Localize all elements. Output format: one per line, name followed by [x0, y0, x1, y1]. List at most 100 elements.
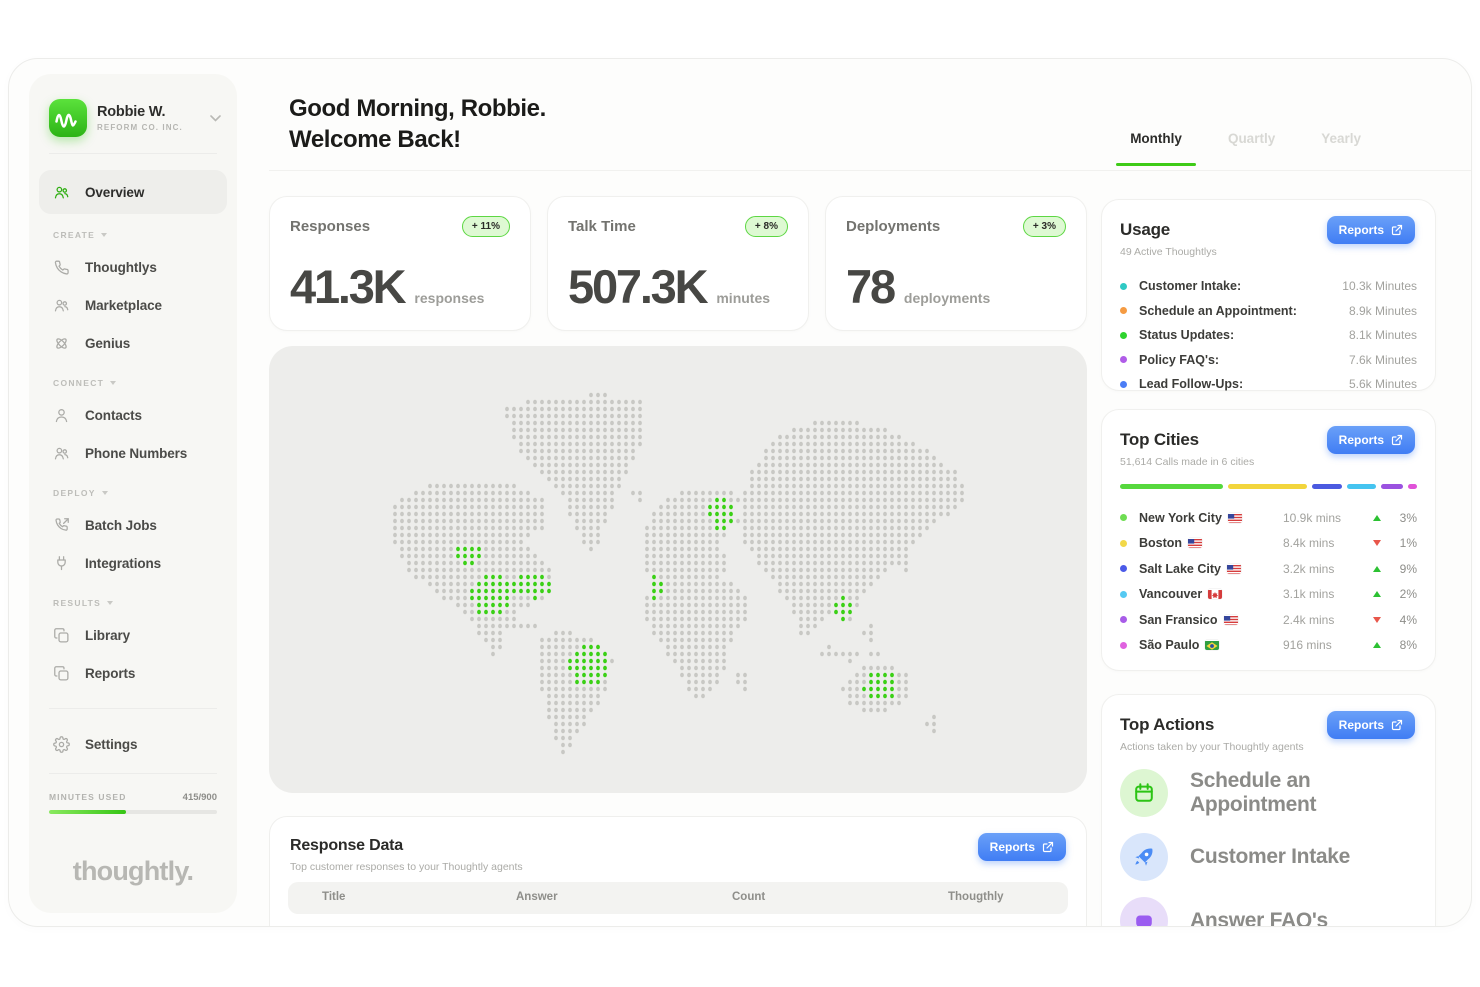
usage-reports-button[interactable]: Reports	[1326, 216, 1415, 244]
city-change-percent: 4%	[1399, 612, 1417, 627]
flag-icon-us	[1188, 538, 1203, 549]
sidebar-item-batch-jobs[interactable]: Batch Jobs	[45, 506, 221, 544]
header-divider	[269, 170, 1471, 171]
stat-unit: responses	[414, 290, 485, 306]
section-label-connect[interactable]: CONNECT	[29, 378, 237, 388]
rocket-icon	[1120, 833, 1168, 881]
external-link-icon	[1391, 434, 1403, 446]
sidebar-item-phone-numbers[interactable]: Phone Numbers	[45, 434, 221, 472]
sidebar-item-reports[interactable]: Reports	[45, 654, 221, 692]
action-label: Customer Intake	[1190, 845, 1351, 868]
action-row-schedule-an-appointment[interactable]: Schedule an Appointment	[1120, 769, 1417, 817]
section-label-create[interactable]: CREATE	[29, 230, 237, 240]
minutes-progress-bar	[49, 810, 217, 814]
sidebar-nav: Overview CREATE Thoughtlys Marketplace Geniu…	[29, 170, 237, 692]
stat-title: Deployments	[846, 218, 941, 235]
tab-yearly[interactable]: Yearly	[1321, 131, 1361, 146]
response-data-card: Response Data Top customer responses to …	[269, 816, 1087, 926]
sidebar-item-settings[interactable]: Settings	[45, 725, 221, 763]
stat-title: Talk Time	[568, 218, 636, 235]
response-data-reports-button[interactable]: Reports	[977, 833, 1066, 861]
stats-row: Responses + 11% 41.3K responses Talk Time + 8…	[269, 196, 1087, 331]
usage-label: Policy FAQ's:	[1139, 352, 1220, 367]
app-window: Robbie W. REFORM CO. INC. Overview CREATE…	[8, 58, 1472, 927]
top-actions-reports-button[interactable]: Reports	[1326, 711, 1415, 739]
change-badge: + 8%	[744, 216, 788, 237]
chevron-down-icon	[210, 114, 221, 122]
usage-label: Schedule an Appointment:	[1139, 303, 1297, 318]
chevron-down-icon	[101, 233, 108, 237]
phone-icon	[53, 258, 71, 276]
sidebar-item-overview[interactable]: Overview	[39, 170, 227, 214]
stat-title: Responses	[290, 218, 371, 235]
city-row-salt-lake-city: Salt Lake City 3.2k mins 9%	[1120, 556, 1417, 582]
divider	[49, 153, 217, 154]
city-change-percent: 8%	[1399, 638, 1417, 653]
city-change-percent: 2%	[1399, 587, 1417, 602]
thoughtly-wordmark: thoughtly.	[72, 856, 194, 886]
response-data-title: Response Data	[290, 837, 403, 854]
city-minutes: 8.4k mins	[1283, 536, 1335, 551]
chevron-down-icon	[107, 601, 114, 605]
city-dot	[1120, 565, 1127, 573]
city-name: New York City	[1139, 511, 1242, 525]
tab-monthly[interactable]: Monthly	[1116, 131, 1196, 166]
usage-label: Status Updates:	[1139, 328, 1235, 343]
stat-value: 41.3K	[290, 260, 407, 313]
world-map-card	[269, 346, 1087, 793]
stat-card-talk-time: Talk Time + 8% 507.3K minutes	[547, 196, 809, 331]
profile-switcher[interactable]: Robbie W. REFORM CO. INC.	[29, 99, 237, 137]
city-change-percent: 3%	[1399, 510, 1417, 525]
stat-unit: deployments	[903, 290, 991, 306]
top-cities-title: Top Cities	[1120, 430, 1199, 449]
calendar-icon	[1120, 769, 1168, 817]
tab-quartly[interactable]: Quartly	[1227, 131, 1276, 146]
sidebar-item-genius[interactable]: Genius	[45, 324, 221, 362]
user-icon	[53, 406, 71, 424]
category-dot	[1120, 331, 1127, 339]
section-label-results[interactable]: RESULTS	[29, 598, 237, 608]
sidebar-item-thoughtlys[interactable]: Thoughtlys	[45, 248, 221, 286]
users-icon	[53, 444, 71, 462]
stat-value: 507.3K	[568, 260, 709, 313]
city-change-percent: 1%	[1399, 536, 1417, 551]
greeting: Good Morning, Robbie. Welcome Back!	[289, 93, 546, 155]
sidebar-item-integrations[interactable]: Integrations	[45, 544, 221, 582]
flag-icon-br	[1205, 640, 1220, 651]
top-cities-reports-button[interactable]: Reports	[1326, 426, 1415, 454]
bar-segment	[1380, 484, 1404, 489]
city-row-s-o-paulo: São Paulo 916 mins 8%	[1120, 633, 1417, 659]
column-header-answer: Answer	[516, 891, 558, 903]
sidebar-item-contacts[interactable]: Contacts	[45, 396, 221, 434]
stat-card-deployments: Deployments + 3% 78 deployments	[825, 196, 1087, 331]
city-minutes: 3.1k mins	[1283, 587, 1335, 602]
bar-segment	[1408, 484, 1417, 489]
action-row-customer-intake[interactable]: Customer Intake	[1120, 833, 1417, 881]
usage-value: 8.1k Minutes	[1348, 328, 1417, 343]
sidebar-item-marketplace[interactable]: Marketplace	[45, 286, 221, 324]
usage-row: Lead Follow-Ups: 5.6k Minutes	[1120, 372, 1417, 397]
settings-slot: Settings	[29, 725, 237, 763]
users-icon	[53, 183, 71, 201]
city-row-vancouver: Vancouver 3.1k mins 2%	[1120, 582, 1417, 608]
usage-subtitle: 49 Active Thoughtlys	[1120, 246, 1217, 258]
category-dot	[1120, 282, 1127, 290]
bar-segment	[1227, 484, 1307, 489]
stat-card-responses: Responses + 11% 41.3K responses	[269, 196, 531, 331]
change-badge: + 11%	[461, 216, 510, 237]
usage-value: 7.6k Minutes	[1348, 352, 1417, 367]
top-cities-subtitle: 51,614 Calls made in 6 cities	[1120, 456, 1255, 468]
response-table-header: Title Answer Count Thougthly	[288, 882, 1068, 914]
category-dot	[1120, 356, 1127, 364]
minutes-used-label: MINUTES USED	[49, 792, 127, 802]
column-header-title: Title	[322, 891, 346, 903]
sidebar-item-label: Batch Jobs	[85, 517, 157, 533]
sidebar-item-library[interactable]: Library	[45, 616, 221, 654]
section-label-deploy[interactable]: DEPLOY	[29, 488, 237, 498]
minutes-used-value: 415/900	[182, 792, 217, 803]
action-label: Schedule an Appointment	[1190, 769, 1317, 816]
usage-row: Status Updates: 8.1k Minutes	[1120, 323, 1417, 348]
external-link-icon	[1391, 224, 1403, 236]
action-row-answer-faq-s[interactable]: Answer FAQ's	[1120, 897, 1417, 926]
workspace-logo	[49, 99, 87, 137]
